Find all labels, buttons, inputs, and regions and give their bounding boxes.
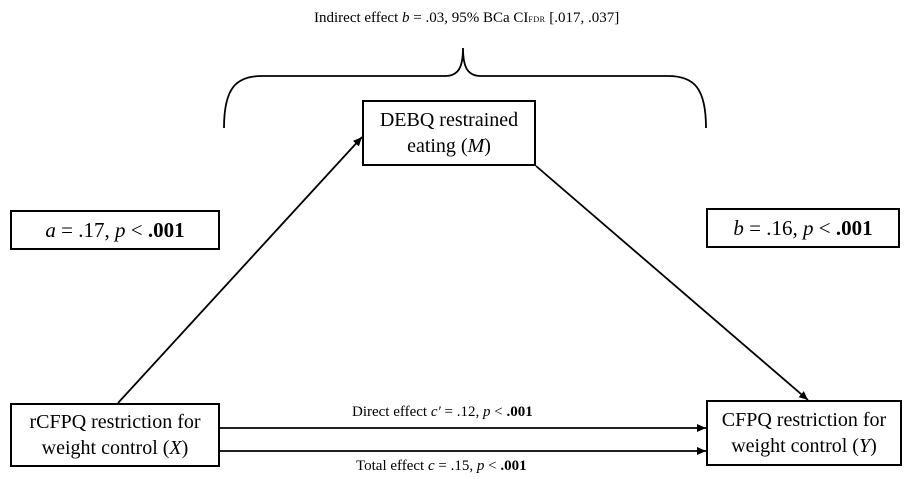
indirect-effect-interval: [.017, .037]	[545, 10, 620, 26]
path-b-relation: <	[813, 216, 836, 240]
mediator-line1: DEBQ restrained	[379, 109, 519, 131]
predictor-box: rCFPQ restriction for weight control (X)	[10, 403, 220, 467]
path-b-arrow	[535, 165, 809, 401]
direct-effect-p-symbol: p	[483, 404, 491, 420]
path-a-symbol: a	[45, 218, 56, 242]
path-b-coefficient: b = .16, p < .001	[733, 215, 872, 241]
predictor-line2-end: )	[181, 437, 189, 459]
mediator-line2-end: )	[484, 135, 491, 157]
indirect-effect-brace	[223, 47, 707, 129]
total-effect-prefix: Total effect	[356, 458, 428, 474]
mediator-line2-text: eating (	[407, 135, 468, 157]
path-a-coefficient-box: a = .17, p < .001	[10, 210, 220, 250]
outcome-line1: CFPQ restriction for	[721, 409, 887, 431]
path-a-arrow	[117, 136, 363, 404]
predictor-variable: X	[169, 437, 182, 459]
outcome-variable: Y	[858, 435, 871, 457]
total-effect-p-value: .001	[500, 458, 527, 474]
direct-effect-symbol: c′	[430, 404, 441, 420]
outcome-line2-end: )	[870, 435, 877, 457]
mediator-box: DEBQ restrained eating (M)	[362, 100, 536, 166]
indirect-effect-label: Indirect effect b = .03, 95% BCa CIFDR […	[314, 10, 619, 27]
direct-effect-prefix: Direct effect	[352, 404, 431, 420]
mediator-variable: M	[467, 135, 485, 157]
path-a-relation: <	[125, 218, 148, 242]
mediator-line2: eating (M)	[407, 133, 491, 159]
total-effect-label: Total effect c = .15, p < .001	[356, 458, 527, 475]
path-b-coefficient-box: b = .16, p < .001	[706, 208, 900, 248]
direct-effect-relation: <	[490, 404, 507, 420]
predictor-line1: rCFPQ restriction for	[29, 411, 201, 433]
outcome-line2: weight control (Y)	[731, 433, 877, 459]
direct-effect-p-value: .001	[506, 404, 533, 420]
indirect-effect-prefix: Indirect effect	[314, 10, 403, 26]
indirect-effect-value: = .03, 95% BCa CI	[409, 10, 529, 26]
path-a-value: = .17,	[55, 218, 115, 242]
path-b-p-symbol: p	[803, 216, 814, 240]
total-effect-relation: <	[484, 458, 501, 474]
direct-effect-label: Direct effect c′ = .12, p < .001	[352, 404, 533, 421]
indirect-effect-subscript: FDR	[528, 15, 546, 24]
total-effect-p-symbol: p	[476, 458, 485, 474]
direct-effect-value: = .12,	[440, 404, 484, 420]
outcome-box: CFPQ restriction for weight control (Y)	[706, 400, 902, 466]
path-b-value: = .16,	[743, 216, 803, 240]
predictor-line2-text: weight control (	[41, 437, 170, 459]
predictor-line2: weight control (X)	[42, 435, 189, 461]
path-a-p-symbol: p	[115, 218, 126, 242]
total-effect-value: = .15,	[434, 458, 477, 474]
path-b-symbol: b	[733, 216, 744, 240]
outcome-line2-text: weight control (	[731, 435, 859, 457]
indirect-effect-symbol: b	[402, 10, 410, 26]
path-a-coefficient: a = .17, p < .001	[45, 217, 184, 243]
total-effect-symbol: c	[427, 458, 435, 474]
path-b-p-value: .001	[835, 216, 873, 240]
path-a-p-value: .001	[147, 218, 185, 242]
